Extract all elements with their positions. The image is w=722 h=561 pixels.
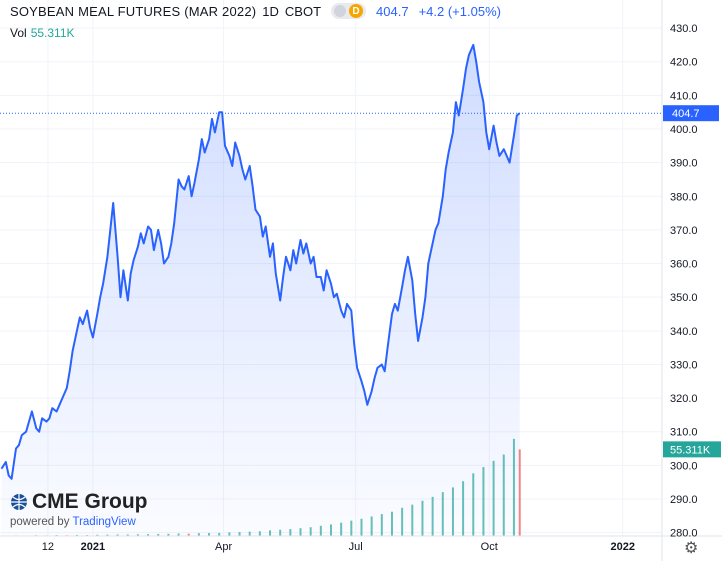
y-tick-label: 370.0 [670,225,698,237]
market-status-icon [334,5,347,17]
y-tick-label: 310.0 [670,427,698,439]
status-pill[interactable]: D [331,3,367,19]
powered-by-label: powered by [10,516,70,528]
y-tick-label: 410.0 [670,90,698,102]
y-tick-label: 350.0 [670,292,698,304]
volume-bar [518,449,521,536]
powered-by[interactable]: powered by TradingView [10,516,148,528]
x-tick-label: 2021 [81,541,105,553]
settings-gear-icon[interactable]: ⚙ [684,540,699,557]
price-area [1,44,520,537]
interval-label[interactable]: 1D [262,3,279,19]
y-tick-label: 420.0 [670,57,698,69]
y-tick-label: 380.0 [670,191,698,203]
y-tick-label: 400.0 [670,124,698,136]
y-tick-label: 320.0 [670,393,698,405]
brand-mark: CME Group [10,490,148,514]
last-price-tag-label: 404.7 [672,108,700,120]
x-tick-label: Jul [349,541,363,553]
y-tick-label: 390.0 [670,158,698,170]
price-change: +4.2 (+1.05%) [418,3,501,19]
y-tick-label: 430.0 [670,23,698,35]
chart-header: SOYBEAN MEAL FUTURES (MAR 2022) 1D CBOT … [10,3,501,19]
price-line [0,43,521,480]
exchange-label: CBOT [284,3,322,19]
volume-tag-label: 55.311K [670,444,711,456]
y-tick-label: 330.0 [670,359,698,371]
powered-by-name[interactable]: TradingView [72,516,136,528]
cme-globe-icon [10,493,28,511]
volume-value: 55.311K [30,26,75,40]
y-tick-label: 300.0 [670,460,698,472]
volume-tag [663,441,721,458]
y-tick-label: 280.0 [670,528,698,540]
x-tick-label: 2022 [611,541,635,553]
symbol-title[interactable]: SOYBEAN MEAL FUTURES (MAR 2022) [10,3,257,19]
last-price: 404.7 [376,3,409,19]
y-tick-label: 290.0 [670,494,698,506]
x-tick-label: 12 [42,541,54,553]
brand-name: CME Group [32,490,148,513]
delayed-data-badge: D [349,4,364,18]
y-tick-label: 360.0 [670,259,698,271]
x-tick-label: Oct [481,541,498,553]
y-tick-label: 340.0 [670,326,698,338]
volume-legend: Vol 55.311K [10,26,75,40]
cme-logo[interactable]: CME Group powered by TradingView [10,490,148,528]
last-price-tag [663,105,719,122]
x-tick-label: Apr [215,541,232,553]
volume-label: Vol [10,26,27,40]
